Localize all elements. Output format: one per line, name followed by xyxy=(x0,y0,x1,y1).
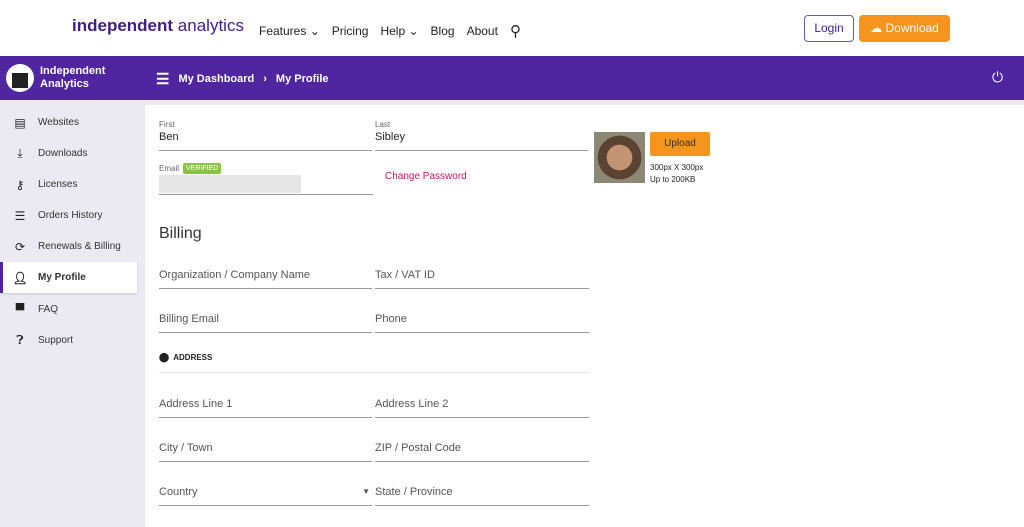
billing-heading: Billing xyxy=(159,225,202,242)
placeholder: Organization / Company Name xyxy=(159,269,311,281)
download-button[interactable]: ☁ Download xyxy=(859,15,950,42)
forum-icon: ▀ xyxy=(15,302,25,317)
chevron-down-icon: ⌄ xyxy=(408,24,419,38)
nav-blog[interactable]: Blog xyxy=(430,24,455,38)
state-input[interactable]: State / Province xyxy=(375,486,589,506)
placeholder: City / Town xyxy=(159,442,213,454)
site-logo[interactable]: independent analytics xyxy=(72,16,244,36)
dropdown-arrow-icon: ▼ xyxy=(362,487,370,496)
nav-help[interactable]: Help ⌄ xyxy=(380,24,418,38)
avatar xyxy=(594,132,645,183)
sidebar-item-websites[interactable]: ▤ Websites xyxy=(0,107,137,138)
main-nav: Features ⌄ Pricing Help ⌄ Blog About ⚲ xyxy=(259,22,521,40)
sidebar-label: FAQ xyxy=(38,304,59,315)
billing-email-input[interactable]: Billing Email xyxy=(159,313,372,333)
email-input[interactable] xyxy=(159,175,373,195)
sidebar-label: Websites xyxy=(38,117,79,128)
sidebar-item-licenses[interactable]: ⚷ Licenses xyxy=(0,169,137,200)
brand-line2: Analytics xyxy=(40,78,89,90)
refresh-icon: ⟳ xyxy=(14,239,26,254)
email-label-row: Email VERIFIED xyxy=(159,163,222,174)
sidebar-item-renewals[interactable]: ⟳ Renewals & Billing xyxy=(0,231,137,262)
placeholder: State / Province xyxy=(375,486,453,498)
brand-name: Independent Analytics xyxy=(40,65,105,91)
sidebar: ▤ Websites ⤓ Downloads ⚷ Licenses ☰ Orders H… xyxy=(0,100,145,527)
address-line2-input[interactable]: Address Line 2 xyxy=(375,398,589,418)
sidebar-item-support[interactable]: ❓︎ Support xyxy=(0,325,137,356)
last-name-input[interactable]: Sibley xyxy=(375,131,588,151)
brand-line1: Independent xyxy=(40,65,106,77)
nav-about[interactable]: About xyxy=(466,24,498,38)
login-button[interactable]: Login xyxy=(804,15,854,42)
placeholder: Billing Email xyxy=(159,313,219,325)
email-redacted xyxy=(159,175,301,193)
tax-id-input[interactable]: Tax / VAT ID xyxy=(375,269,589,289)
logo-bold: independent xyxy=(72,16,174,35)
sidebar-label: Orders History xyxy=(38,210,103,221)
cloud-download-icon: ☁ xyxy=(870,21,883,35)
nav-label: Help xyxy=(380,24,406,38)
placeholder: Tax / VAT ID xyxy=(375,269,435,281)
verified-badge: VERIFIED xyxy=(183,163,222,174)
first-name-input[interactable]: Ben xyxy=(159,131,372,151)
logo-light: analytics xyxy=(177,16,244,35)
limit-note: Up to 200KB xyxy=(650,175,696,184)
chevron-right-icon: › xyxy=(263,73,267,85)
city-input[interactable]: City / Town xyxy=(159,442,372,462)
sidebar-label: Renewals & Billing xyxy=(38,241,121,252)
placeholder: Address Line 2 xyxy=(375,398,449,410)
store-icon xyxy=(6,64,34,92)
breadcrumb-dashboard[interactable]: My Dashboard xyxy=(178,73,255,85)
address-section-header: ⬤ ADDRESS xyxy=(159,352,589,373)
email-label: Email xyxy=(159,164,180,173)
location-pin-icon: ⬤ xyxy=(159,352,170,362)
first-name-label: First xyxy=(159,120,175,129)
chevron-down-icon: ⌄ xyxy=(309,24,320,38)
placeholder: ZIP / Postal Code xyxy=(375,442,462,454)
sidebar-item-downloads[interactable]: ⤓ Downloads xyxy=(0,138,137,169)
content-top-border xyxy=(145,100,1024,105)
power-icon[interactable]: ⏻ xyxy=(992,69,1004,85)
zip-input[interactable]: ZIP / Postal Code xyxy=(375,442,589,462)
sidebar-item-orders[interactable]: ☰ Orders History xyxy=(0,200,137,231)
first-name-value: Ben xyxy=(159,131,179,143)
size-note: 300px X 300px xyxy=(650,163,704,172)
sidebar-label: Licenses xyxy=(38,179,78,190)
sidebar-item-my-profile[interactable]: 👤︎ My Profile xyxy=(0,262,137,293)
list-icon: ☰ xyxy=(14,208,26,223)
download-icon: ⤓ xyxy=(17,146,23,160)
sidebar-label: My Profile xyxy=(38,272,86,283)
key-icon: ⚷ xyxy=(15,177,25,192)
phone-input[interactable]: Phone xyxy=(375,313,589,333)
address-heading: ADDRESS xyxy=(173,353,213,362)
last-name-value: Sibley xyxy=(375,131,405,143)
breadcrumb-current: My Profile xyxy=(275,73,329,85)
help-icon: ❓︎ xyxy=(16,333,24,347)
placeholder: Address Line 1 xyxy=(159,398,233,410)
breadcrumb: ☰ My Dashboard › My Profile xyxy=(156,70,329,88)
nav-features[interactable]: Features ⌄ xyxy=(259,24,320,38)
search-icon[interactable]: ⚲ xyxy=(509,23,521,40)
person-icon: 👤︎ xyxy=(12,270,28,285)
upload-button[interactable]: Upload xyxy=(650,132,710,156)
browser-icon: ▤ xyxy=(14,115,26,130)
organization-input[interactable]: Organization / Company Name xyxy=(159,269,372,289)
placeholder: Phone xyxy=(375,313,407,325)
placeholder: Country xyxy=(159,486,198,498)
sidebar-item-faq[interactable]: ▀ FAQ xyxy=(0,294,137,325)
dashboard-header xyxy=(0,56,1024,100)
menu-icon[interactable]: ☰ xyxy=(156,71,170,88)
nav-pricing[interactable]: Pricing xyxy=(331,24,369,38)
last-name-label: Last xyxy=(375,120,391,129)
address-line1-input[interactable]: Address Line 1 xyxy=(159,398,372,418)
nav-label: Features xyxy=(259,24,307,38)
country-select[interactable]: Country ▼ xyxy=(159,486,372,506)
download-label: Download xyxy=(885,21,939,35)
change-password-link[interactable]: Change Password xyxy=(385,171,467,182)
sidebar-label: Support xyxy=(38,335,74,346)
sidebar-label: Downloads xyxy=(38,148,88,159)
